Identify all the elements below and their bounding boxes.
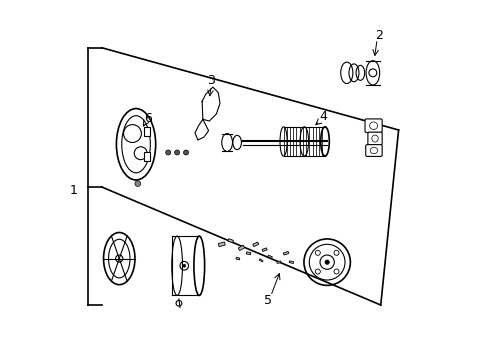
Polygon shape <box>195 119 209 140</box>
Text: 5: 5 <box>264 294 272 307</box>
Polygon shape <box>246 252 251 255</box>
Bar <box>144 153 150 161</box>
FancyBboxPatch shape <box>365 119 382 132</box>
Polygon shape <box>283 251 289 255</box>
Polygon shape <box>228 239 234 243</box>
Circle shape <box>183 264 186 267</box>
FancyBboxPatch shape <box>368 132 382 145</box>
Polygon shape <box>268 255 272 258</box>
Polygon shape <box>253 242 259 247</box>
Polygon shape <box>202 87 220 121</box>
FancyBboxPatch shape <box>366 145 382 157</box>
Polygon shape <box>238 245 245 251</box>
Text: 4: 4 <box>319 110 327 123</box>
Text: 2: 2 <box>375 29 383 42</box>
Polygon shape <box>277 261 281 264</box>
Text: 6: 6 <box>144 112 152 125</box>
Polygon shape <box>262 248 267 251</box>
Polygon shape <box>236 257 240 260</box>
Circle shape <box>184 150 189 155</box>
Circle shape <box>166 150 171 155</box>
Text: 3: 3 <box>207 74 215 87</box>
Circle shape <box>135 181 141 186</box>
Text: 1: 1 <box>70 184 77 197</box>
Polygon shape <box>259 259 263 262</box>
Circle shape <box>174 150 180 155</box>
Circle shape <box>325 260 329 264</box>
Bar <box>144 127 150 136</box>
Polygon shape <box>218 242 225 247</box>
Polygon shape <box>289 261 294 264</box>
